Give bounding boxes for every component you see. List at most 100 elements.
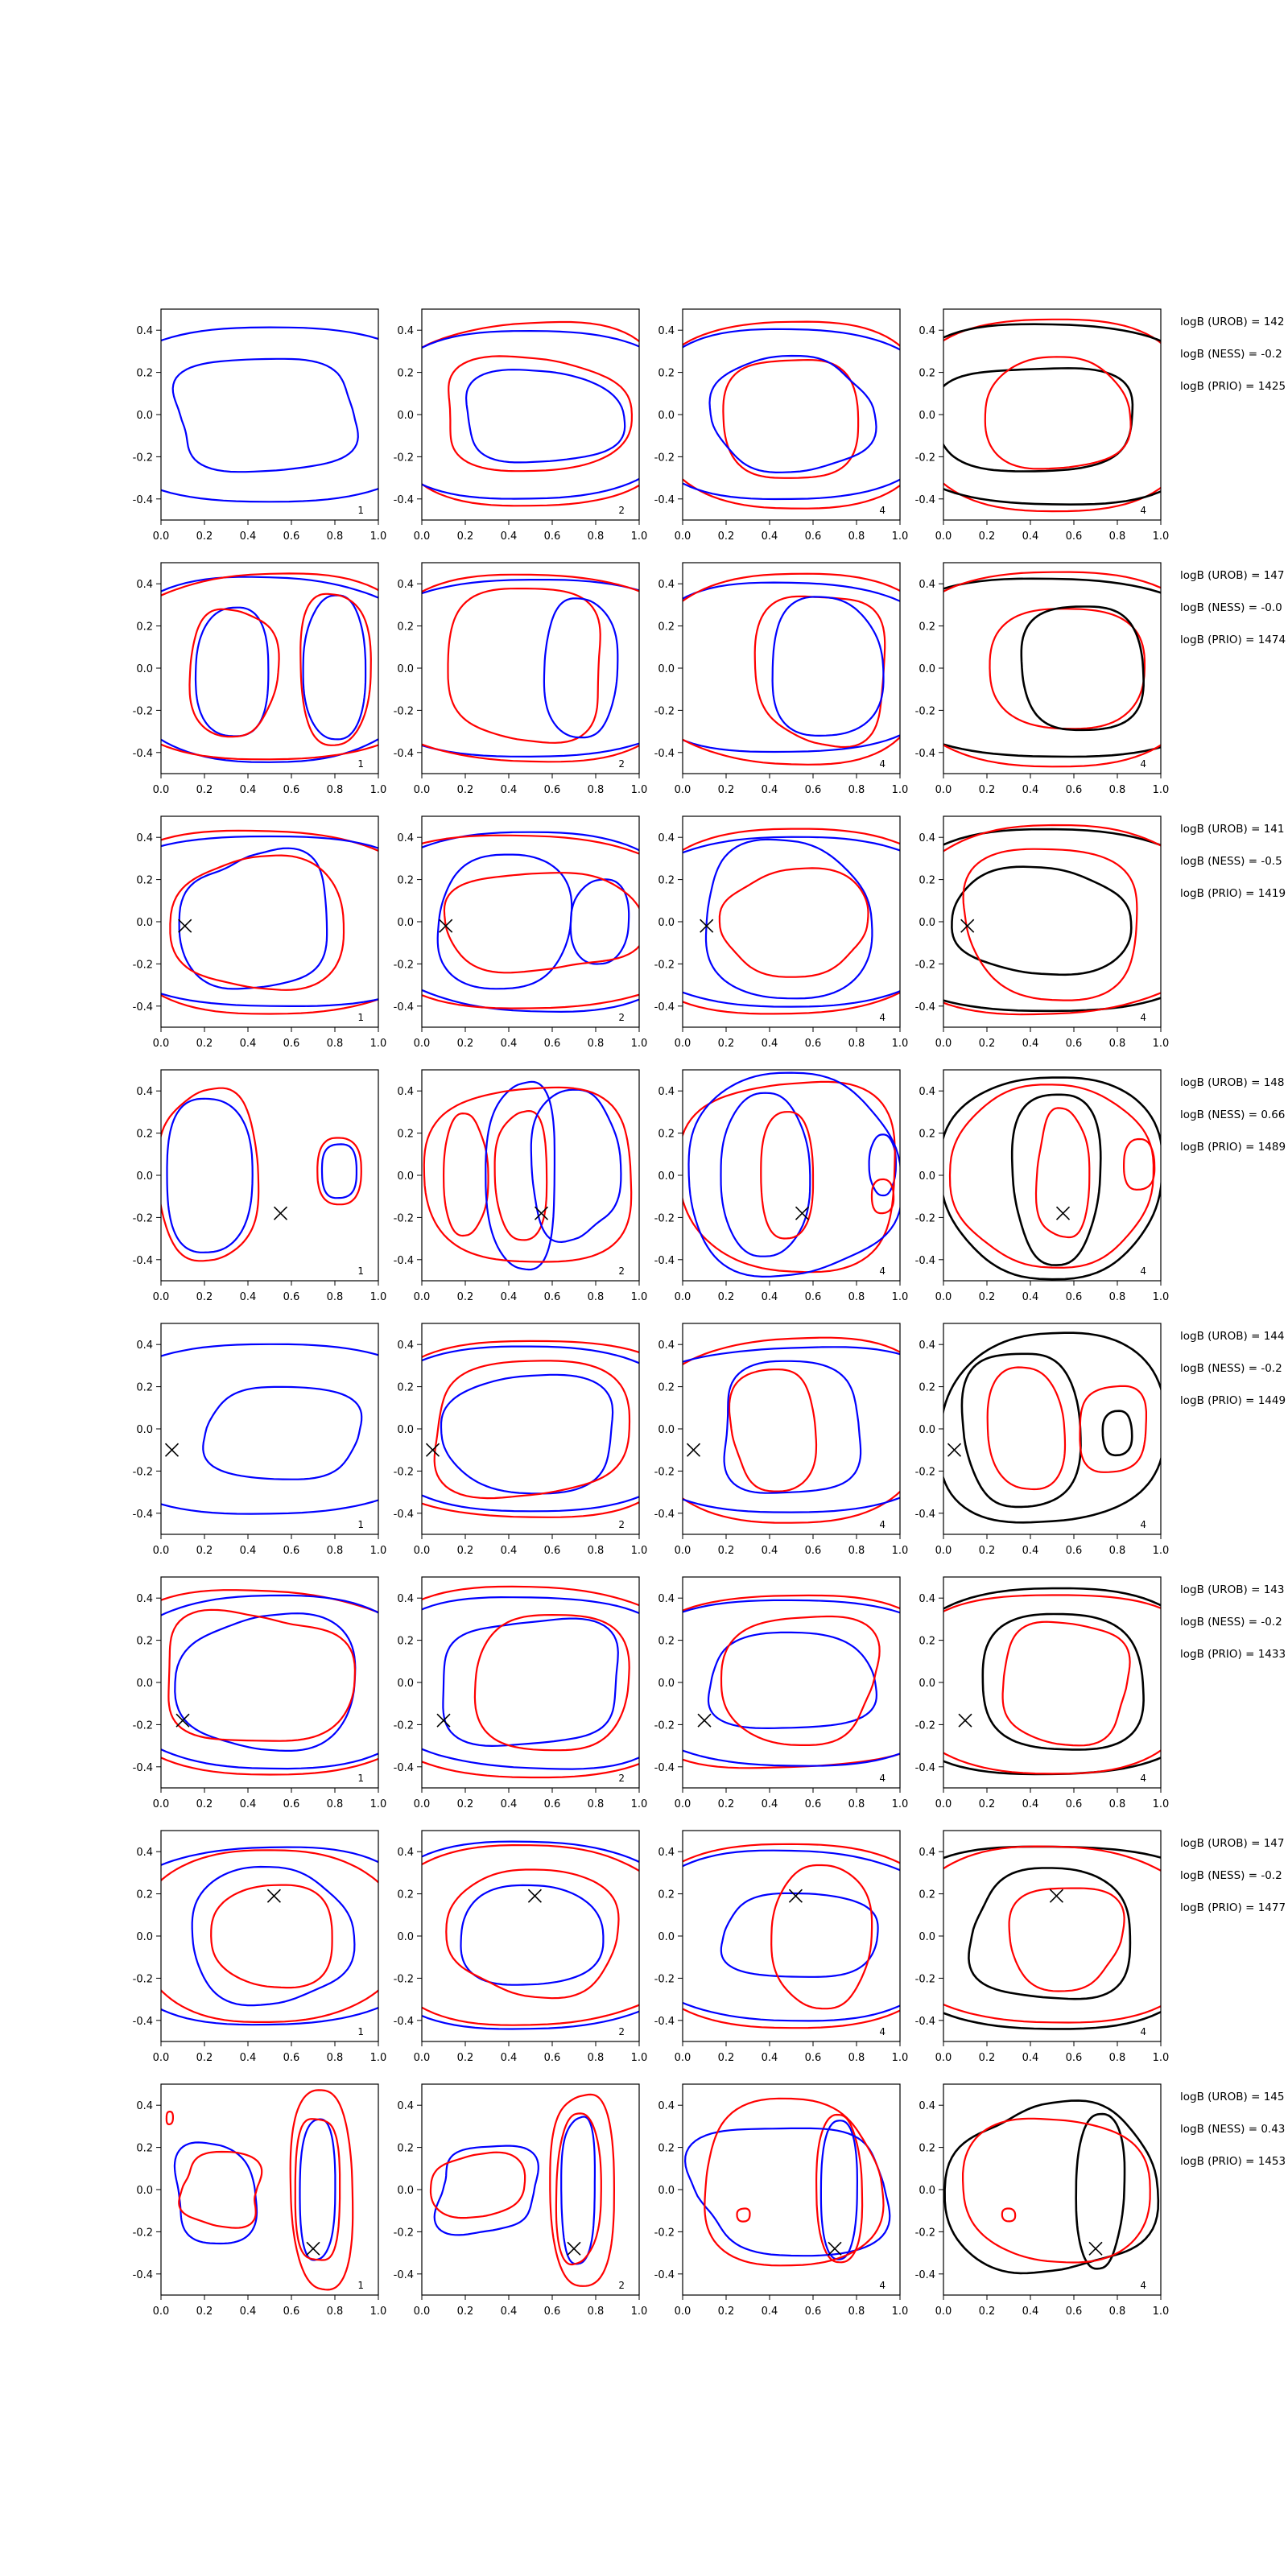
y-tick-label: 0.2 [136,1636,153,1648]
x-tick-label: 1.0 [631,1545,648,1557]
panel-number: 2 [618,505,625,516]
contour-line-blue [202,1385,363,1480]
panel-number: 2 [618,758,625,770]
x-marker [700,919,714,933]
contour-line-red [948,1084,1154,1269]
x-tick-label: 0.0 [935,1038,952,1050]
panel-number: 2 [618,1265,625,1277]
x-tick-label: 0.6 [544,2306,561,2318]
y-tick-label: 0.4 [136,1847,153,1859]
x-tick-label: 1.0 [892,530,909,543]
contour-line-blue [704,838,873,1000]
y-tick-label: 0.4 [397,2100,414,2112]
contour-line-red [161,1589,378,1776]
x-tick-label: 0.2 [196,1545,213,1557]
contour-line-black [943,1076,1161,1281]
x-tick-label: 0.4 [240,784,257,796]
x-tick-label: 0.4 [762,2306,778,2318]
x-tick-label: 0.0 [935,2052,952,2064]
axes-frame [943,308,1162,521]
panel-r3-c2: 0.0 0.2 0.4 0.6 0.8 1.0 0.4 0.2 0.0 -0.2 -0.4 2 [394,815,647,1050]
x-tick-label: 0.0 [153,1038,170,1050]
x-tick-label: 0.8 [588,1038,605,1050]
y-tick-label: -0.2 [654,1973,675,1985]
contour-line-blue [422,831,639,1013]
x-tick-label: 0.4 [1022,1291,1039,1303]
x-marker [273,1206,288,1220]
y-tick-label: 0.2 [919,1636,935,1648]
y-tick-label: 0.2 [658,1889,675,1901]
y-tick-label: -0.4 [133,748,153,760]
y-tick-label: 0.2 [658,1382,675,1394]
contour-line-red [445,1868,620,2000]
contour-line-blue [173,2141,258,2245]
x-tick-label: 0.4 [762,1545,778,1557]
x-tick-label: 0.2 [196,1798,213,1810]
contour-line-blue [191,1865,356,2007]
x-tick-label: 1.0 [370,1038,387,1050]
y-tick-label: 0.4 [658,1593,675,1605]
y-tick-label: 0.2 [658,368,675,380]
y-tick-label: -0.4 [133,2269,153,2281]
x-tick-label: 0.4 [501,1545,518,1557]
contour-line-blue [707,1631,877,1729]
y-tick-label: 0.0 [658,1678,675,1690]
x-tick-label: 1.0 [892,1291,909,1303]
y-tick-label: -0.2 [915,959,935,971]
contour-line-red [443,872,639,974]
y-tick-label: 0.4 [136,325,153,337]
contour-line-red [165,2111,174,2125]
score-label: logB (UROB) = 143 [1180,1583,1284,1596]
axes-frame [421,1576,640,1789]
x-tick-label: 0.6 [283,1038,300,1050]
x-tick-label: 1.0 [370,784,387,796]
contour-line-red [753,595,886,749]
x-tick-label: 0.6 [805,1038,822,1050]
x-tick-label: 0.0 [414,1798,431,1810]
y-tick-label: -0.4 [915,1001,935,1013]
axes-frame [682,308,901,521]
contour-line-red [169,854,345,991]
x-tick-label: 0.0 [153,1291,170,1303]
score-label: logB (NESS) = -0.5 [1180,855,1282,868]
y-tick-label: -0.4 [394,2016,414,2028]
x-tick-label: 1.0 [1153,1291,1170,1303]
x-marker [686,1443,701,1457]
y-tick-label: 0.0 [397,1931,414,1943]
x-tick-label: 0.4 [240,530,257,543]
contour-line-blue [543,597,619,739]
x-tick-label: 1.0 [631,1291,648,1303]
contour-line-red [736,2207,751,2223]
x-marker [788,1889,803,1903]
y-tick-label: 0.0 [136,1931,153,1943]
contour-group [422,573,639,763]
panel-number: 4 [1140,1012,1146,1023]
score-label: logB (NESS) = -0.2 [1180,1362,1282,1375]
panel-number: 1 [357,1012,364,1023]
y-tick-label: 0.4 [136,1340,153,1352]
x-tick-label: 0.0 [935,1291,952,1303]
x-marker [697,1713,712,1728]
panel-r2-c3: 0.0 0.2 0.4 0.6 0.8 1.0 0.4 0.2 0.0 -0.2 -0.4 4 [654,562,908,796]
x-marker [1049,1889,1063,1903]
y-tick-label: 0.0 [136,2185,153,2197]
contour-line-red [422,1585,639,1779]
contour-line-red [815,2113,864,2264]
y-tick-label: -0.4 [133,1255,153,1267]
panel-number: 1 [357,1265,364,1277]
y-tick-label: 0.0 [919,917,935,929]
x-tick-label: 0.4 [240,1038,257,1050]
x-tick-label: 0.6 [805,530,822,543]
contour-group [683,1071,900,1278]
y-tick-label: 0.2 [397,621,414,634]
contour-group [683,320,900,510]
contour-group [943,824,1161,1016]
x-tick-label: 0.4 [501,2306,518,2318]
axes-frame [682,2083,901,2296]
y-tick-label: -0.2 [654,1212,675,1224]
y-tick-label: 0.0 [397,1678,414,1690]
x-tick-label: 0.4 [1022,1038,1039,1050]
contour-line-blue [194,606,270,737]
axes-frame [682,562,901,774]
contour-line-blue [530,1088,622,1243]
